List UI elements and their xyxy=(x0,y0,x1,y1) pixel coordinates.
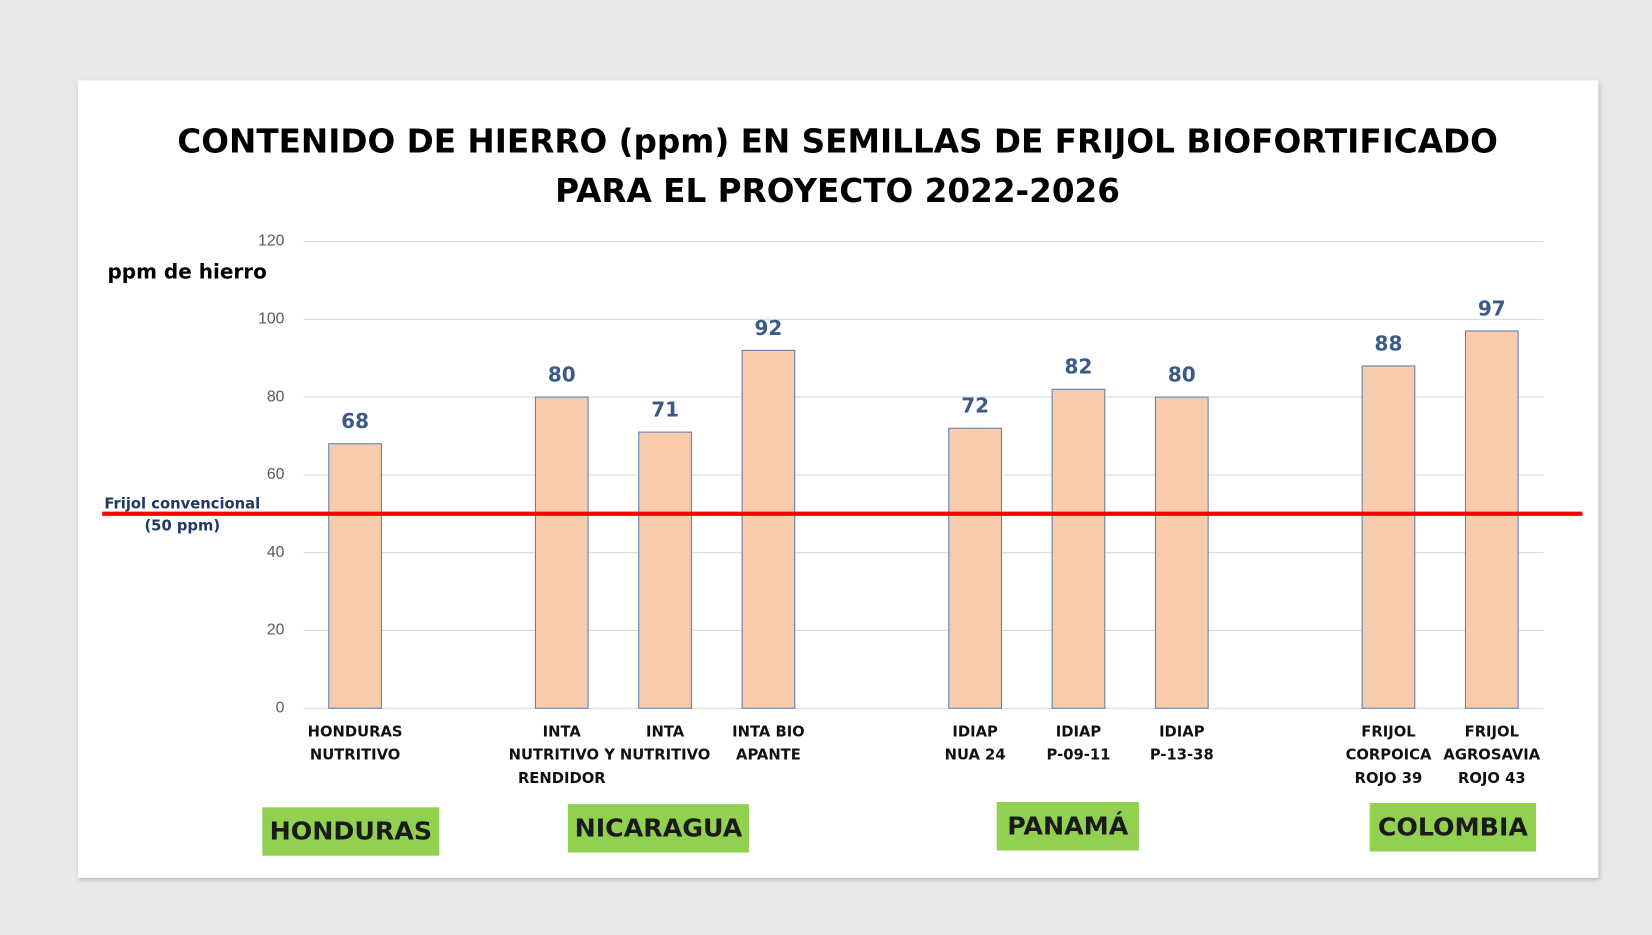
text-line: PARA EL PROYECTO 2022-2026 xyxy=(555,172,1120,210)
text-line: ROJO 43 xyxy=(1458,770,1526,787)
x-tick-label: FRIJOL CORPOICA ROJO 39 xyxy=(1346,723,1432,786)
x-tick-label: INTA NUTRITIVO Y RENDIDOR xyxy=(509,723,616,786)
group-box xyxy=(262,807,440,856)
y-tick-label: 20 xyxy=(267,622,285,639)
text-line: NUTRITIVO Y xyxy=(509,747,616,764)
text-line: CORPOICA xyxy=(1346,747,1432,764)
bar xyxy=(948,427,1002,709)
bar xyxy=(1361,365,1416,709)
bar xyxy=(1154,396,1209,709)
text-line: AGROSAVIA xyxy=(1443,747,1540,764)
group-label: COLOMBIA xyxy=(1378,812,1528,841)
reference-label: Frijol convencional (50 ppm) xyxy=(104,495,260,534)
group-box xyxy=(996,802,1139,851)
x-tick-label: IDIAP NUA 24 xyxy=(945,723,1006,763)
text-line: IDIAP xyxy=(1056,723,1102,740)
value-label: 82 xyxy=(1065,355,1093,379)
y-tick-label: 100 xyxy=(258,310,285,327)
bar xyxy=(638,431,692,709)
bar xyxy=(741,349,796,709)
text-line: CONTENIDO DE HIERRO (ppm) EN SEMILLAS DE… xyxy=(177,123,1498,161)
value-label: 80 xyxy=(1168,363,1196,387)
text-line: P-13-38 xyxy=(1150,747,1214,764)
value-label: 92 xyxy=(755,316,783,340)
group-label: PANAMÁ xyxy=(1007,811,1129,840)
value-label: 71 xyxy=(651,398,679,422)
text-line: HONDURAS xyxy=(308,723,403,740)
value-label: 80 xyxy=(548,363,576,387)
bar xyxy=(328,443,382,709)
text-line: IDIAP xyxy=(952,723,998,740)
value-label: 72 xyxy=(961,394,989,418)
y-axis-label: ppm de hierro xyxy=(107,260,266,284)
text-line: NUA 24 xyxy=(945,747,1006,764)
x-tick-label: FRIJOL AGROSAVIA ROJO 43 xyxy=(1443,723,1540,786)
y-tick-label: 80 xyxy=(267,388,285,405)
bar xyxy=(1051,388,1106,709)
y-tick-label: 60 xyxy=(267,466,285,483)
text-line: FRIJOL xyxy=(1465,723,1519,740)
group-label: NICARAGUA xyxy=(575,813,743,842)
y-tick-label: 40 xyxy=(267,544,285,561)
group-box xyxy=(1369,803,1537,852)
bar xyxy=(534,396,589,709)
text-line: APANTE xyxy=(736,747,801,764)
text-line: INTA BIO xyxy=(732,723,805,740)
text-line: IDIAP xyxy=(1159,723,1205,740)
text-line: NUTRITIVO xyxy=(310,747,400,764)
value-label: 97 xyxy=(1478,296,1506,320)
y-tick-label: 120 xyxy=(258,233,285,250)
text-line: INTA xyxy=(646,723,685,740)
chart-title: CONTENIDO DE HIERRO (ppm) EN SEMILLAS DE… xyxy=(177,123,1498,211)
text-line: P-09-11 xyxy=(1047,747,1111,764)
value-label: 68 xyxy=(341,409,369,433)
text-line: RENDIDOR xyxy=(518,770,606,787)
value-label: 88 xyxy=(1375,331,1403,355)
text-line: (50 ppm) xyxy=(144,517,220,534)
x-tick-label: IDIAP P-13-38 xyxy=(1150,723,1214,763)
text-line: NUTRITIVO xyxy=(620,747,710,764)
text-line: Frijol convencional xyxy=(104,495,260,512)
group-label: HONDURAS xyxy=(270,817,432,846)
text-line: ROJO 39 xyxy=(1355,770,1423,787)
bar xyxy=(1464,330,1519,709)
y-tick-label: 0 xyxy=(276,699,285,716)
x-tick-label: INTA BIO APANTE xyxy=(732,723,805,763)
group-box xyxy=(567,804,750,853)
text-line: FRIJOL xyxy=(1361,723,1415,740)
text-line: INTA xyxy=(543,723,582,740)
x-tick-label: INTA NUTRITIVO xyxy=(620,723,710,763)
x-tick-label: IDIAP P-09-11 xyxy=(1047,723,1111,763)
x-tick-label: HONDURAS NUTRITIVO xyxy=(308,723,403,763)
